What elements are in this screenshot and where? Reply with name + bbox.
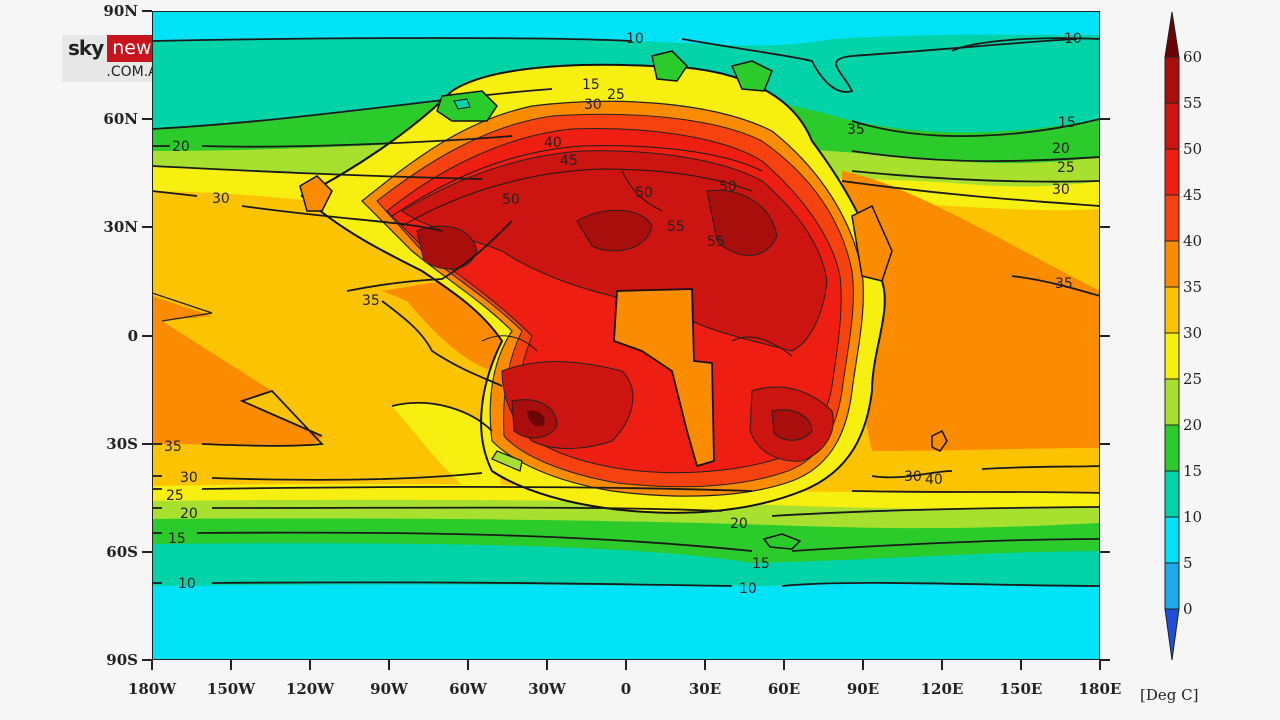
contour-label: 55 — [667, 219, 685, 235]
contour-label: 55 — [707, 234, 725, 250]
y-tick-label: 90S — [106, 651, 138, 669]
x-tick-label: 120W — [285, 680, 335, 698]
contour-label: 35 — [847, 122, 865, 138]
colorbar-label: 45 — [1183, 186, 1203, 204]
contour-label: 25 — [607, 87, 625, 103]
temperature-map: 10 10 15 15 20 20 25 25 30 30 30 35 35 3… — [152, 11, 1100, 660]
contour-label: 20 — [180, 506, 198, 522]
x-tick-label: 30E — [688, 680, 722, 698]
y-tick-label: 30N — [103, 218, 138, 236]
x-tick-label: 150E — [999, 680, 1043, 698]
x-tick-label: 90W — [370, 680, 408, 698]
y-tick-label: 60N — [103, 110, 138, 128]
contour-label: 25 — [1057, 160, 1075, 176]
x-tick-label: 150W — [206, 680, 256, 698]
contour-label: 40 — [925, 472, 943, 488]
contour-label: 45 — [560, 153, 578, 169]
contour-label: 25 — [166, 488, 184, 504]
colorbar-label: 30 — [1183, 324, 1203, 342]
contour-label: 10 — [178, 576, 196, 592]
contour-label: 20 — [172, 139, 190, 155]
contour-label: 35 — [164, 439, 182, 455]
y-tick-label: 0 — [127, 327, 138, 345]
contour-label: 30 — [584, 97, 602, 113]
contour-label: 30 — [904, 469, 922, 485]
x-tick-label: 60E — [767, 680, 801, 698]
colorbar-label: 15 — [1183, 462, 1203, 480]
contour-label: 35 — [362, 293, 380, 309]
y-tick-label: 30S — [106, 435, 138, 453]
contour-label: 30 — [180, 470, 198, 486]
x-tick-label: 180W — [127, 680, 177, 698]
contour-label: 50 — [502, 192, 520, 208]
contour-label: 50 — [719, 179, 737, 195]
contour-label: 50 — [635, 185, 653, 201]
colorbar-units: [Deg C] — [1140, 686, 1199, 704]
colorbar-label: 25 — [1183, 370, 1203, 388]
colorbar-label: 60 — [1183, 48, 1203, 66]
contour-label: 15 — [168, 531, 186, 547]
colorbar-label: 40 — [1183, 232, 1203, 250]
colorbar-label: 35 — [1183, 278, 1203, 296]
colorbar-label: 20 — [1183, 416, 1203, 434]
contour-label: 15 — [752, 556, 770, 572]
contour-label: 20 — [730, 516, 748, 532]
x-tick-label: 0 — [620, 680, 632, 698]
contour-label: 15 — [1058, 115, 1076, 131]
colorbar-label: 0 — [1183, 600, 1193, 618]
contour-label: 10 — [1064, 31, 1082, 47]
contour-label: 20 — [1052, 141, 1070, 157]
colorbar-label: 55 — [1183, 94, 1203, 112]
contour-label: 30 — [212, 191, 230, 207]
colorbar-label: 5 — [1183, 554, 1193, 572]
contour-label: 30 — [1052, 182, 1070, 198]
x-tick-label: 180E — [1078, 680, 1122, 698]
contour-label: 15 — [582, 77, 600, 93]
contour-label: 40 — [544, 135, 562, 151]
x-tick-label: 90E — [846, 680, 880, 698]
x-tick-label: 30W — [528, 680, 566, 698]
y-tick-label: 90N — [103, 2, 138, 20]
x-tick-label: 60W — [449, 680, 487, 698]
x-tick-label: 120E — [920, 680, 964, 698]
contour-label: 35 — [1055, 276, 1073, 292]
colorbar-label: 50 — [1183, 140, 1203, 158]
contour-label: 10 — [739, 581, 757, 597]
colorbar-label: 10 — [1183, 508, 1203, 526]
contour-label: 10 — [626, 31, 644, 47]
y-tick-label: 60S — [106, 543, 138, 561]
colorbar — [1164, 11, 1180, 661]
logo-sky-text: sky — [62, 35, 108, 62]
